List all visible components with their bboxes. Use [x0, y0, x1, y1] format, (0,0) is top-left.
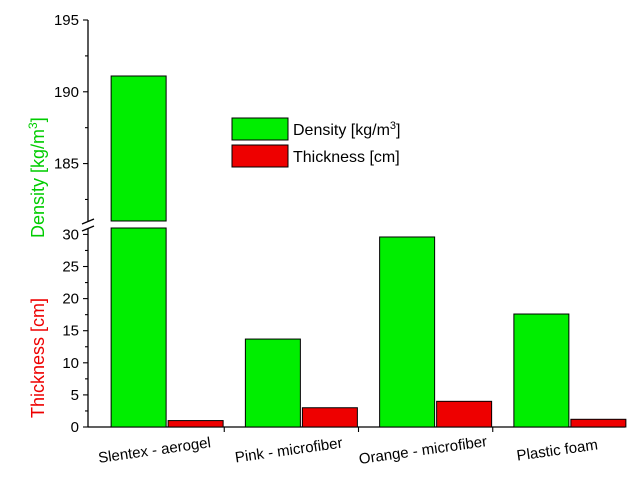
y-axis-title-density-suffix: ] [28, 117, 48, 122]
y-tick-label: 30 [62, 226, 79, 243]
y-tick-label: 185 [54, 156, 79, 173]
legend-label-density: Density [kg/m3] [293, 120, 401, 139]
bar-thickness [570, 418, 627, 428]
y-tick-label: 0 [71, 419, 79, 436]
x-category-label: Orange - microfiber [358, 433, 488, 468]
y-axis-title-density-sup: 3 [26, 122, 40, 129]
x-category-label: Slentex - aerogel [97, 434, 212, 467]
bar-density-upper [110, 75, 167, 222]
y-axis-title-thickness: Thickness [cm] [28, 298, 48, 418]
axis-break-mark-lower [81, 225, 95, 232]
x-category-label: Plastic foam [516, 436, 599, 464]
bars [110, 75, 627, 428]
bar-thickness [167, 420, 224, 428]
y-ticks: 0 5 10 15 20 25 30 185 190 195 [54, 12, 88, 436]
legend-label-thickness: Thickness [cm] [293, 149, 400, 166]
bar-density [244, 338, 301, 428]
y-tick-label: 20 [62, 291, 79, 308]
legend: Density [kg/m3] Thickness [cm] [231, 117, 401, 168]
y-tick-label: 10 [62, 355, 79, 372]
bar-density [513, 313, 570, 428]
y-tick-label: 5 [71, 387, 79, 404]
bar-thickness [301, 407, 358, 428]
category-labels: Slentex - aerogel Pink - microfiber Orange… [97, 427, 599, 468]
y-tick-label: 15 [62, 323, 79, 340]
bar-thickness [436, 400, 493, 428]
y-axis-title-density-prefix: Density [kg/m [28, 129, 48, 238]
bar-density-lower [110, 227, 167, 428]
y-tick-label: 195 [54, 12, 79, 29]
bar-density [379, 236, 436, 428]
legend-swatch-density [231, 117, 289, 141]
legend-swatch-thickness [231, 144, 289, 168]
x-category-label: Pink - microfiber [234, 435, 344, 467]
y-tick-label: 25 [62, 259, 79, 276]
axis-break-mark-upper [81, 218, 95, 225]
y-axis-title-density: Density [kg/m3] [26, 117, 48, 238]
y-tick-label: 190 [54, 84, 79, 101]
